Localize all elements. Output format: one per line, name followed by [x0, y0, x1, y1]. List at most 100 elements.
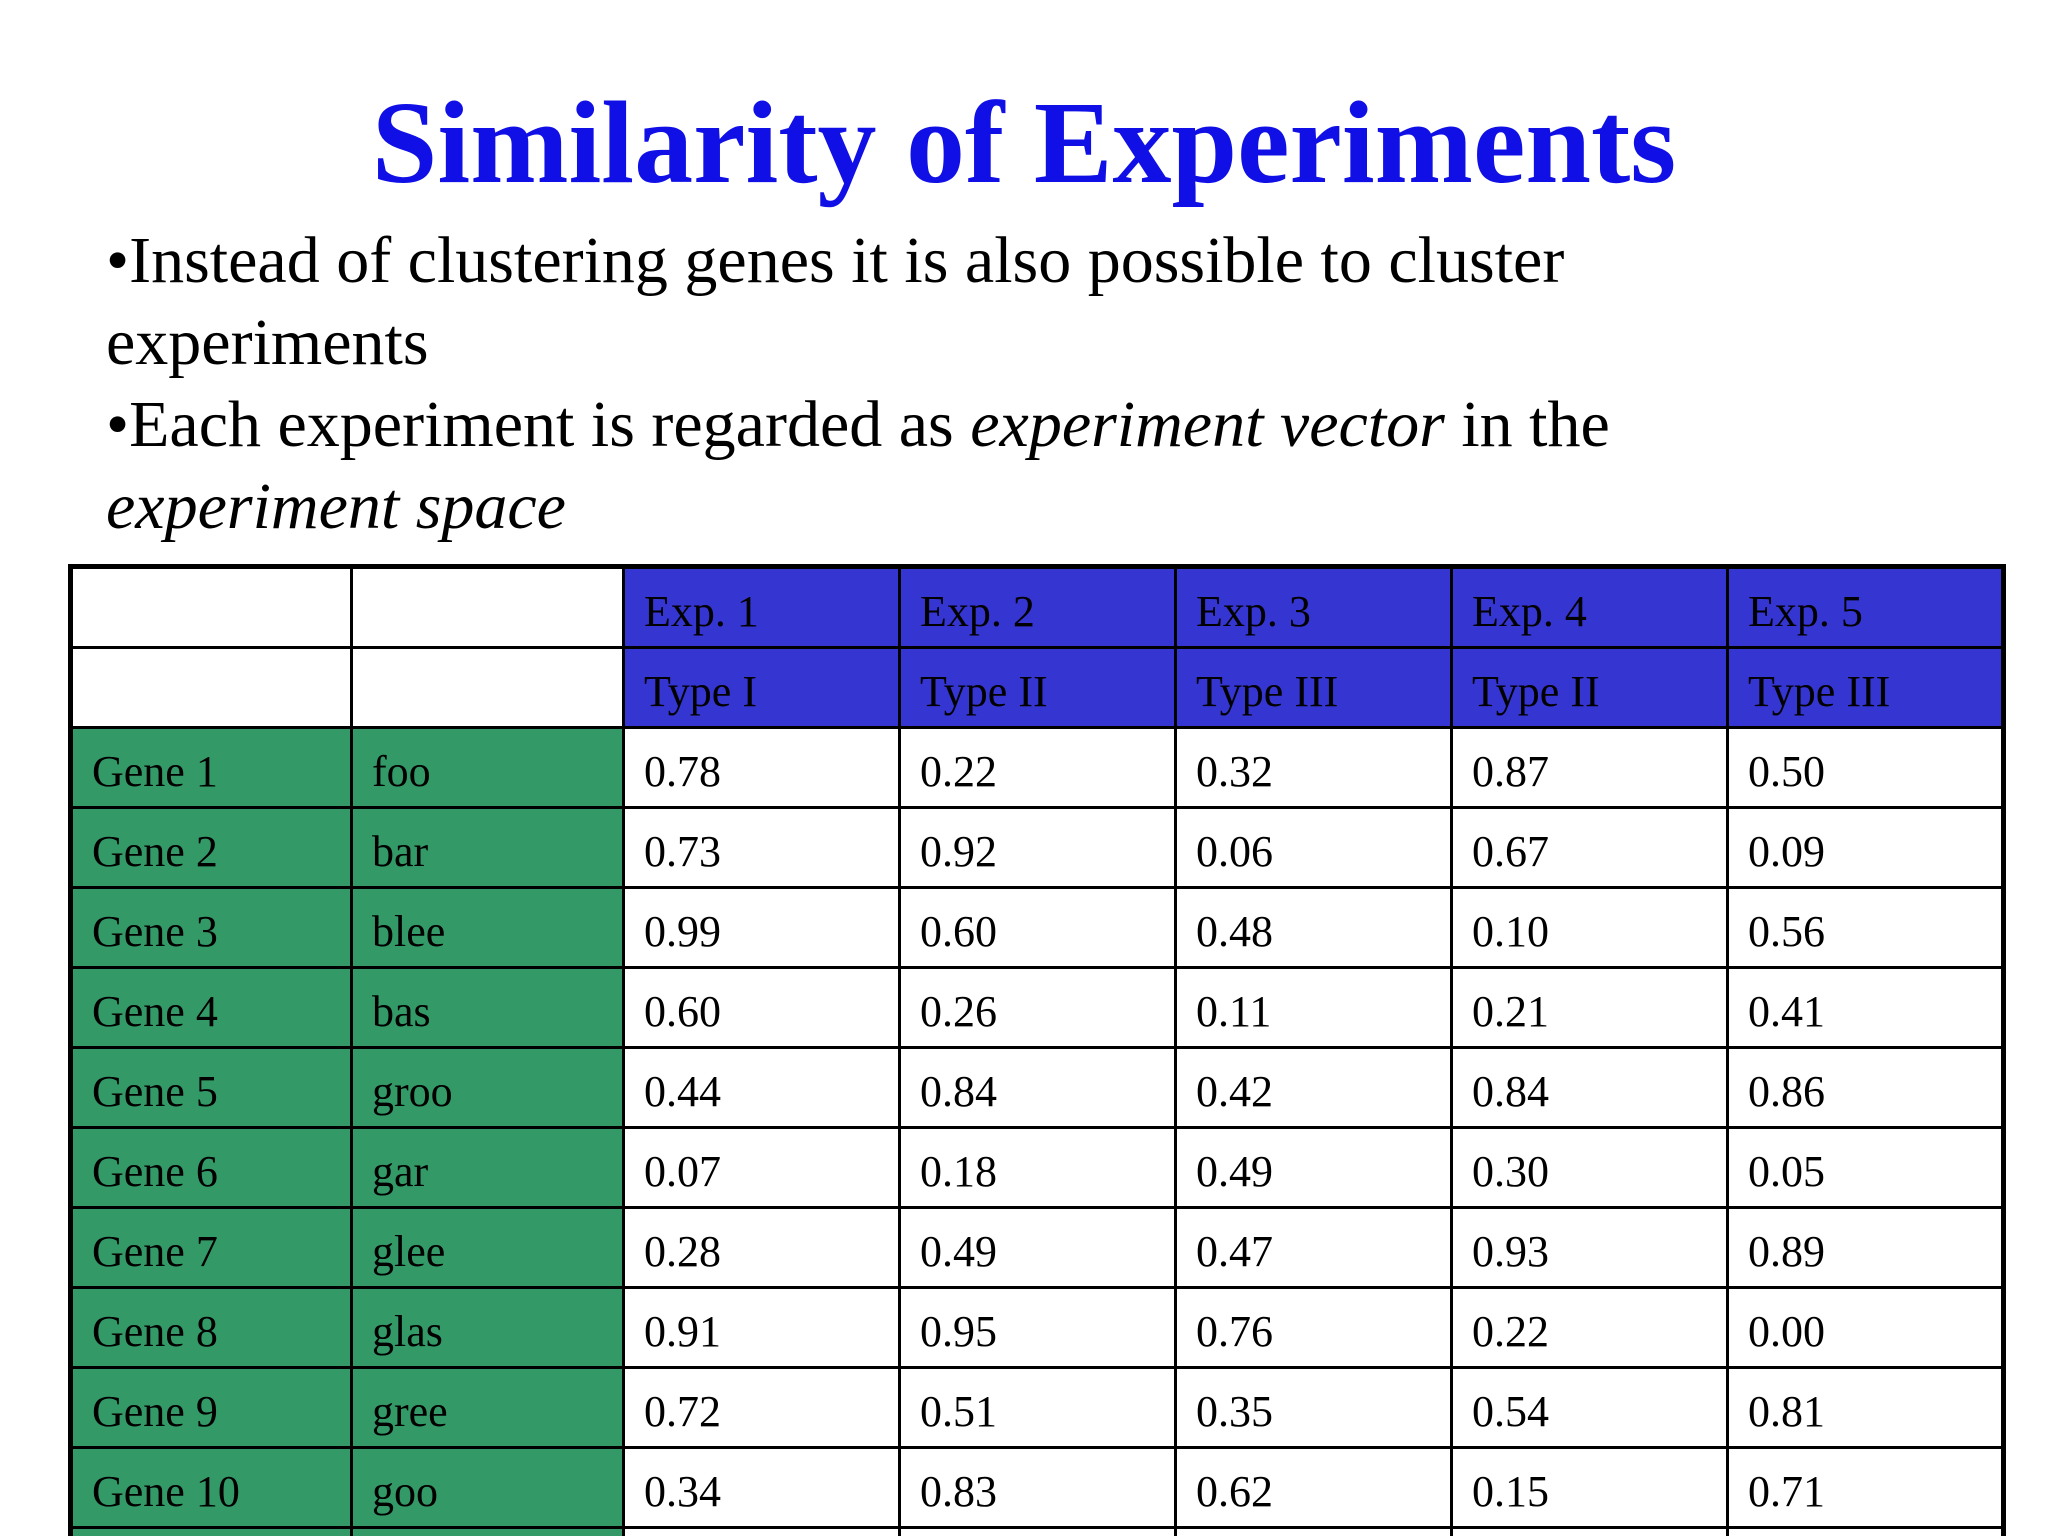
gene-name-cell: bas: [350, 966, 625, 1049]
bullet-2-text-pre: •Each experiment is regarded as: [106, 388, 971, 461]
gene-id-cell: Gene 4: [69, 966, 353, 1049]
gene-name-cell: gree: [350, 1366, 625, 1449]
value-cell: 0.06: [1174, 806, 1453, 889]
header-experiment-cell: Exp. 3: [1174, 565, 1453, 649]
header-blank-cell: [69, 565, 353, 649]
bullet-2-emphasis-vector: experiment vector: [970, 388, 1445, 461]
value-cell: 0.92: [898, 806, 1177, 889]
value-cell: 0.49: [1174, 1126, 1453, 1209]
bullet-1-line-1: •Instead of clustering genes it is also …: [106, 224, 1565, 297]
header-blank-cell: [350, 565, 625, 649]
value-cell: 0.07: [622, 1126, 901, 1209]
value-cell: 0.60: [898, 886, 1177, 969]
value-cell: 0.10: [1450, 886, 1729, 969]
value-cell: 0.83: [898, 1446, 1177, 1529]
empty-value-cell: [1726, 1526, 2005, 1536]
empty-value-cell: [898, 1526, 1177, 1536]
value-cell: 0.47: [1174, 1206, 1453, 1289]
table-row: Gene 10 goo 0.34 0.83 0.62 0.15 0.71: [69, 1446, 2005, 1529]
gene-name-cell: blee: [350, 886, 625, 969]
value-cell: 0.84: [898, 1046, 1177, 1129]
bullet-2-text-post: in the: [1444, 388, 1610, 461]
table-row-ellipsis: …: [69, 1526, 2005, 1536]
header-row-types: Type I Type II Type III Type II Type III: [69, 646, 2005, 729]
empty-value-cell: [622, 1526, 901, 1536]
header-row-experiments: Exp. 1 Exp. 2 Exp. 3 Exp. 4 Exp. 5: [69, 565, 2005, 649]
value-cell: 0.44: [622, 1046, 901, 1129]
value-cell: 0.78: [622, 726, 901, 809]
value-cell: 0.95: [898, 1286, 1177, 1369]
table-row: Gene 7 glee 0.28 0.49 0.47 0.93 0.89: [69, 1206, 2005, 1289]
value-cell: 0.26: [898, 966, 1177, 1049]
value-cell: 0.32: [1174, 726, 1453, 809]
value-cell: 0.62: [1174, 1446, 1453, 1529]
gene-id-cell: Gene 10: [69, 1446, 353, 1529]
value-cell: 0.54: [1450, 1366, 1729, 1449]
gene-name-cell: gar: [350, 1126, 625, 1209]
gene-name-cell: groo: [350, 1046, 625, 1129]
expression-matrix-table: Exp. 1 Exp. 2 Exp. 3 Exp. 4 Exp. 5 Type …: [68, 564, 2006, 1536]
value-cell: 0.87: [1450, 726, 1729, 809]
value-cell: 0.15: [1450, 1446, 1729, 1529]
value-cell: 0.86: [1726, 1046, 2005, 1129]
value-cell: 0.49: [898, 1206, 1177, 1289]
header-experiment-cell: Exp. 2: [898, 565, 1177, 649]
value-cell: 0.76: [1174, 1286, 1453, 1369]
value-cell: 0.51: [898, 1366, 1177, 1449]
value-cell: 0.09: [1726, 806, 2005, 889]
bullet-2-line-1: •Each experiment is regarded as experime…: [106, 384, 2006, 466]
table-row: Gene 8 glas 0.91 0.95 0.76 0.22 0.00: [69, 1286, 2005, 1369]
value-cell: 0.99: [622, 886, 901, 969]
table-row: Gene 5 groo 0.44 0.84 0.42 0.84 0.86: [69, 1046, 2005, 1129]
value-cell: 0.84: [1450, 1046, 1729, 1129]
value-cell: 0.11: [1174, 966, 1453, 1049]
value-cell: 0.50: [1726, 726, 2005, 809]
value-cell: 0.89: [1726, 1206, 2005, 1289]
value-cell: 0.30: [1450, 1126, 1729, 1209]
value-cell: 0.34: [622, 1446, 901, 1529]
gene-id-cell: Gene 6: [69, 1126, 353, 1209]
header-type-cell: Type II: [898, 646, 1177, 729]
value-cell: 0.93: [1450, 1206, 1729, 1289]
gene-id-cell: Gene 7: [69, 1206, 353, 1289]
value-cell: 0.21: [1450, 966, 1729, 1049]
bullet-2-emphasis-space: experiment space: [106, 470, 566, 543]
gene-name-cell: foo: [350, 726, 625, 809]
bullet-list: •Instead of clustering genes it is also …: [106, 220, 2006, 548]
value-cell: 0.22: [1450, 1286, 1729, 1369]
header-type-cell: Type III: [1726, 646, 2005, 729]
empty-gene-name-cell: [350, 1526, 625, 1536]
value-cell: 0.48: [1174, 886, 1453, 969]
value-cell: 0.41: [1726, 966, 2005, 1049]
gene-id-cell: Gene 9: [69, 1366, 353, 1449]
value-cell: 0.00: [1726, 1286, 2005, 1369]
header-experiment-cell: Exp. 5: [1726, 565, 2005, 649]
header-type-cell: Type I: [622, 646, 901, 729]
value-cell: 0.67: [1450, 806, 1729, 889]
gene-id-cell: Gene 1: [69, 726, 353, 809]
value-cell: 0.71: [1726, 1446, 2005, 1529]
empty-value-cell: [1174, 1526, 1453, 1536]
value-cell: 0.60: [622, 966, 901, 1049]
header-type-cell: Type II: [1450, 646, 1729, 729]
value-cell: 0.91: [622, 1286, 901, 1369]
value-cell: 0.35: [1174, 1366, 1453, 1449]
gene-name-cell: glee: [350, 1206, 625, 1289]
value-cell: 0.72: [622, 1366, 901, 1449]
value-cell: 0.22: [898, 726, 1177, 809]
ellipsis-cell: …: [69, 1526, 353, 1536]
bullet-1-line-2: experiments: [106, 306, 429, 379]
gene-id-cell: Gene 3: [69, 886, 353, 969]
value-cell: 0.81: [1726, 1366, 2005, 1449]
header-experiment-cell: Exp. 4: [1450, 565, 1729, 649]
empty-value-cell: [1450, 1526, 1729, 1536]
value-cell: 0.05: [1726, 1126, 2005, 1209]
header-experiment-cell: Exp. 1: [622, 565, 901, 649]
bullet-2-line-2: experiment space: [106, 466, 2006, 548]
gene-name-cell: goo: [350, 1446, 625, 1529]
table-row: Gene 6 gar 0.07 0.18 0.49 0.30 0.05: [69, 1126, 2005, 1209]
value-cell: 0.28: [622, 1206, 901, 1289]
gene-id-cell: Gene 8: [69, 1286, 353, 1369]
value-cell: 0.73: [622, 806, 901, 889]
